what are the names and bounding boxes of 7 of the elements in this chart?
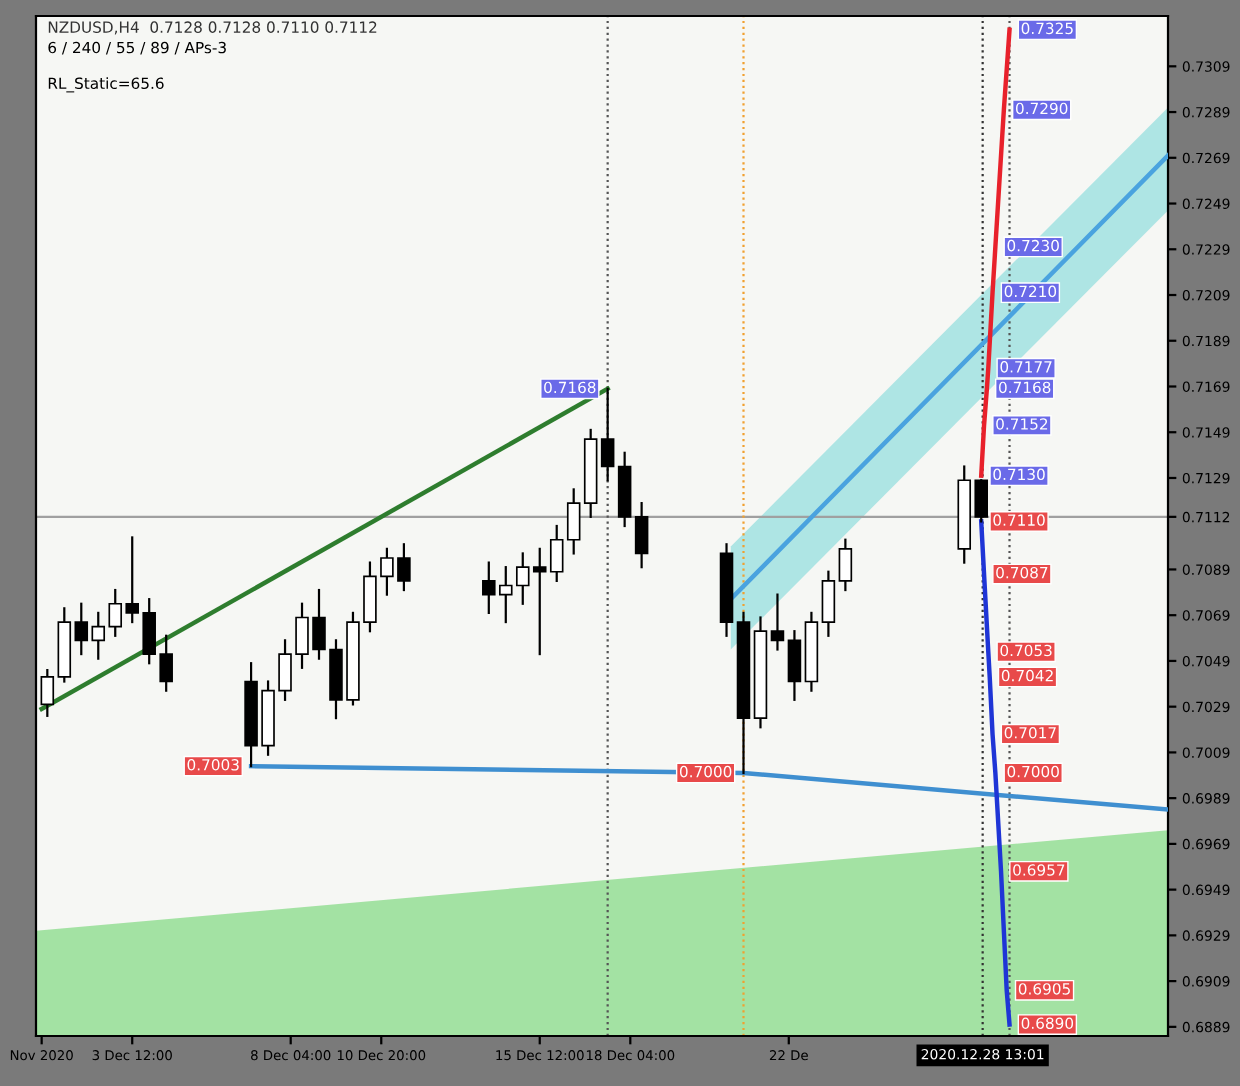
candlestick [821, 570, 836, 637]
candlestick [566, 488, 581, 555]
candlestick [787, 630, 802, 701]
candlestick [634, 502, 649, 569]
candlestick [838, 538, 853, 592]
candlestick [770, 593, 785, 651]
candlestick [600, 387, 615, 482]
